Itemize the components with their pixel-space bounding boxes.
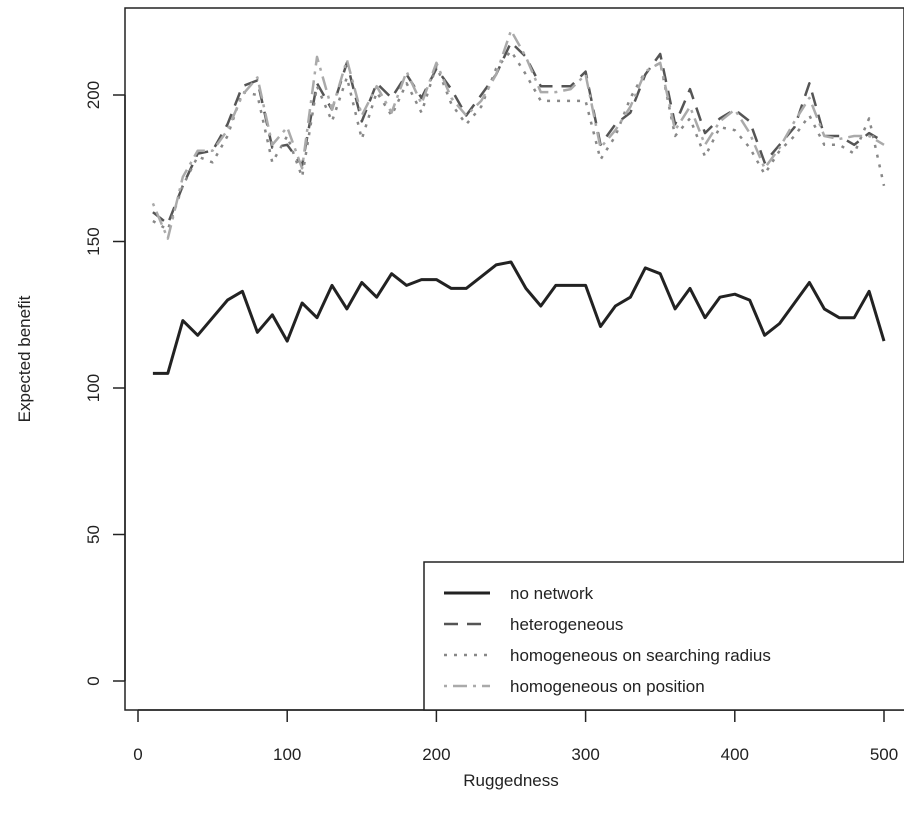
- x-tick-label: 300: [571, 745, 599, 764]
- x-axis: 0 100 200 300 400 500: [133, 709, 898, 764]
- y-tick-label: 100: [84, 374, 103, 402]
- y-tick-label: 200: [84, 81, 103, 109]
- x-tick-label: 400: [721, 745, 749, 764]
- legend-label: homogeneous on position: [510, 677, 705, 696]
- y-axis: 0 50 100 150 200: [84, 81, 126, 686]
- legend-label: heterogeneous: [510, 615, 623, 634]
- legend-label: no network: [510, 584, 594, 603]
- x-tick-label: 100: [273, 745, 301, 764]
- x-tick-label: 200: [422, 745, 450, 764]
- legend-label: homogeneous on searching radius: [510, 646, 771, 665]
- series-layer: [151, 29, 886, 375]
- series-line-2: [152, 49, 886, 232]
- series-line-0: [152, 260, 886, 375]
- legend-box: [423, 561, 904, 711]
- y-tick-label: 50: [84, 525, 103, 544]
- x-tick-label: 0: [133, 745, 142, 764]
- x-axis-title: Ruggedness: [463, 771, 558, 790]
- y-axis-title: Expected benefit: [15, 295, 34, 422]
- legend: no network heterogeneous homogeneous on se…: [423, 561, 904, 711]
- y-tick-label: 0: [84, 676, 103, 685]
- series-line-1: [152, 41, 885, 226]
- y-tick-label: 150: [84, 227, 103, 255]
- x-tick-label: 500: [870, 745, 898, 764]
- series-line-3: [151, 29, 885, 240]
